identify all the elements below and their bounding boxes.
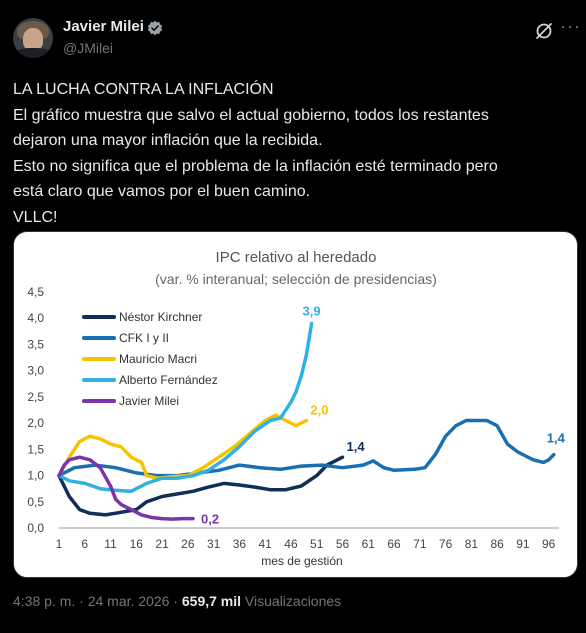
chart-subtitle: (var. % interanual; selección de preside… xyxy=(155,271,437,287)
x-tick-label: 36 xyxy=(233,537,247,551)
views-count: 659,7 mil xyxy=(181,593,242,609)
legend-label: CFK I y II xyxy=(119,331,169,345)
series-line xyxy=(57,418,556,478)
tweet-footer: 4:38 p. m. · 24 mar. 2026 · 659,7 mil Vi… xyxy=(13,593,341,609)
views-label: Visualizaciones xyxy=(241,593,342,609)
x-tick-label: 26 xyxy=(181,537,195,551)
series-line xyxy=(57,455,345,517)
chart-title: IPC relativo al heredado xyxy=(216,249,377,266)
more-options-icon[interactable]: ··· xyxy=(560,16,581,36)
avatar-face xyxy=(23,28,43,52)
y-tick-label: 4,5 xyxy=(27,285,44,299)
ipc-chart: IPC relativo al heredado (var. % interan… xyxy=(27,249,566,568)
x-tick-label: 51 xyxy=(310,537,324,551)
series-end-label: 2,0 xyxy=(310,402,328,417)
x-tick-label: 81 xyxy=(465,537,479,551)
x-tick-label: 46 xyxy=(284,537,298,551)
y-tick-label: 4,0 xyxy=(27,311,44,325)
avatar-suit xyxy=(15,48,51,58)
timestamp[interactable]: 4:38 p. m. · 24 mar. 2026 · xyxy=(13,593,182,609)
grok-icon[interactable] xyxy=(534,21,554,41)
tweet-line: El gráfico muestra que salvo el actual g… xyxy=(13,106,489,124)
y-tick-label: 2,5 xyxy=(27,390,44,404)
x-tick-label: 56 xyxy=(336,537,350,551)
series-end-label: 1,4 xyxy=(547,431,566,446)
x-tick-label: 21 xyxy=(155,537,169,551)
y-tick-label: 0,5 xyxy=(27,495,44,509)
x-tick-label: 31 xyxy=(207,537,221,551)
x-tick-label: 66 xyxy=(387,537,401,551)
tweet-line: LA LUCHA CONTRA LA INFLACIÓN xyxy=(13,81,274,98)
legend-label: Néstor Kirchner xyxy=(119,310,202,324)
legend-label: Mauricio Macri xyxy=(119,352,197,366)
tweet-line: está claro que vamos por el buen camino. xyxy=(13,183,311,200)
x-tick-label: 11 xyxy=(104,537,117,551)
y-tick-label: 2,0 xyxy=(27,416,44,430)
tweet-line: VLLC! xyxy=(13,208,58,226)
y-tick-label: 1,0 xyxy=(27,469,44,483)
chart-image[interactable]: IPC relativo al heredado (var. % interan… xyxy=(13,231,578,578)
y-tick-label: 0,0 xyxy=(27,521,44,535)
x-tick-label: 61 xyxy=(362,537,376,551)
y-tick-label: 3,0 xyxy=(27,364,44,378)
y-tick-label: 1,5 xyxy=(27,442,44,456)
x-tick-label: 1 xyxy=(56,537,63,551)
x-tick-label: 76 xyxy=(439,537,453,551)
tweet-text: LA LUCHA CONTRA LA INFLACIÓN El gráfico … xyxy=(13,77,573,230)
x-tick-label: 41 xyxy=(259,537,273,551)
x-tick-label: 86 xyxy=(490,537,504,551)
tweet-line: dejaron una mayor inflación que la recib… xyxy=(13,132,323,149)
x-tick-label: 96 xyxy=(542,537,556,551)
author-handle[interactable]: @JMilei xyxy=(63,40,113,56)
x-tick-label: 91 xyxy=(516,537,530,551)
y-tick-label: 3,5 xyxy=(27,337,44,351)
x-tick-label: 16 xyxy=(130,537,144,551)
legend-label: Alberto Fernández xyxy=(119,373,218,387)
tweet-line: Esto no significa que el problema de la … xyxy=(13,157,498,175)
series-end-label: 3,9 xyxy=(303,303,321,318)
series-line xyxy=(57,455,195,521)
series-end-label: 0,2 xyxy=(201,512,219,527)
x-tick-label: 71 xyxy=(413,537,427,551)
series-line xyxy=(57,321,314,494)
avatar[interactable] xyxy=(13,18,53,58)
legend-label: Javier Milei xyxy=(119,394,179,408)
author-name[interactable]: Javier Milei xyxy=(63,18,144,35)
x-axis-label: mes de gestión xyxy=(261,554,342,568)
verified-badge-icon xyxy=(147,20,163,36)
x-tick-label: 6 xyxy=(81,537,88,551)
series-end-label: 1,4 xyxy=(347,439,366,454)
